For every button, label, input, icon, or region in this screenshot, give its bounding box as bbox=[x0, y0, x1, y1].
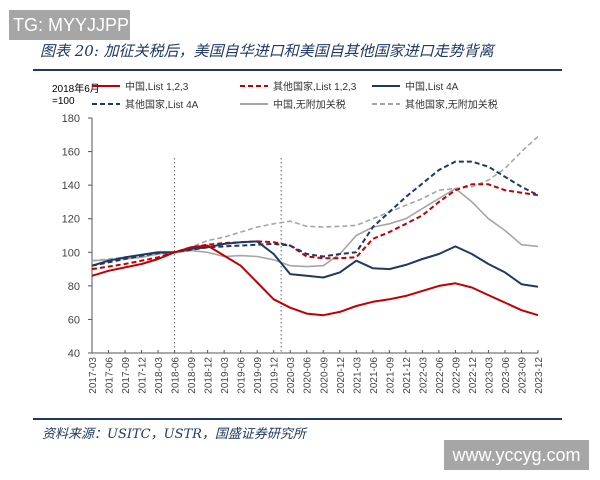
y-tick-label: 140 bbox=[62, 180, 80, 192]
x-tick-label: 2018-03 bbox=[154, 357, 165, 394]
x-tick-label: 2018-12 bbox=[204, 357, 215, 394]
source-rule bbox=[33, 418, 562, 420]
x-tick-label: 2017-06 bbox=[105, 357, 116, 394]
x-tick-label: 2019-06 bbox=[237, 357, 248, 394]
ylabel-line1: 2018年6月 bbox=[52, 82, 100, 95]
x-tick-label: 2023-09 bbox=[517, 357, 528, 394]
x-tick-label: 2020-03 bbox=[286, 357, 297, 394]
y-tick-label: 100 bbox=[62, 247, 80, 259]
legend-label-0: 中国,List 1,2,3 bbox=[125, 80, 189, 93]
x-tick-label: 2022-03 bbox=[418, 357, 429, 394]
ylabel-line2: =100 bbox=[52, 96, 75, 107]
x-tick-label: 2020-06 bbox=[303, 357, 314, 394]
legend-label-2: 中国,List 4A bbox=[405, 80, 459, 93]
x-tick-label: 2021-09 bbox=[385, 357, 396, 394]
x-tick-label: 2021-12 bbox=[402, 357, 413, 394]
source-note: 资料来源：USITC，USTR，国盛证券研究所 bbox=[42, 427, 306, 442]
x-tick-label: 2022-06 bbox=[435, 357, 446, 394]
legend-label-4: 中国,无附加关税 bbox=[273, 98, 346, 111]
watermark-top: TG: MYYJJPP bbox=[9, 10, 130, 40]
x-tick-label: 2017-09 bbox=[121, 357, 132, 394]
title-rule bbox=[33, 69, 562, 71]
x-tick-label: 2020-12 bbox=[336, 357, 347, 394]
x-tick-label: 2023-06 bbox=[501, 357, 512, 394]
chart-title: 图表 20: 加征关税后，美国自华进口和美国自其他国家进口走势背离 bbox=[40, 42, 494, 60]
series-line-3 bbox=[91, 160, 539, 267]
y-tick-label: 60 bbox=[68, 314, 80, 326]
y-tick-label: 160 bbox=[62, 147, 80, 159]
x-tick-label: 2021-06 bbox=[369, 357, 380, 394]
x-tick-label: 2017-12 bbox=[138, 357, 149, 394]
legend: 中国,List 1,2,3 其他国家,List 1,2,3 中国,List 4A 其他… bbox=[92, 80, 498, 111]
series-line-2 bbox=[91, 240, 539, 288]
x-tick-label: 2019-03 bbox=[220, 357, 231, 394]
x-tick-label: 2020-09 bbox=[319, 357, 330, 394]
x-tick-label: 2019-12 bbox=[270, 357, 281, 394]
x-tick-label: 2021-03 bbox=[352, 357, 363, 394]
x-tick-label: 2022-09 bbox=[451, 357, 462, 394]
y-tick-label: 180 bbox=[62, 113, 80, 125]
x-tick-label: 2018-09 bbox=[187, 357, 198, 394]
x-tick-label: 2019-09 bbox=[253, 357, 264, 394]
series-line-5 bbox=[91, 135, 539, 262]
y-tick-label: 80 bbox=[68, 281, 80, 293]
x-tick-label: 2018-06 bbox=[171, 357, 182, 394]
legend-label-5: 其他国家,无附加关税 bbox=[405, 98, 498, 111]
y-tick-label: 40 bbox=[68, 348, 80, 360]
x-tick-label: 2017-03 bbox=[88, 357, 99, 394]
axes: 40 60 80 100 120 140 160 180 2017-03 2017-06 2017-… bbox=[62, 113, 545, 394]
x-tick-label: 2023-12 bbox=[534, 357, 545, 394]
series-lines bbox=[91, 135, 539, 317]
x-tick-label: 2023-03 bbox=[484, 357, 495, 394]
series-line-0 bbox=[91, 244, 539, 317]
legend-label-3: 其他国家,List 4A bbox=[125, 98, 199, 111]
y-tick-label: 120 bbox=[62, 214, 80, 226]
watermark-bottom: www.yccyg.com bbox=[444, 440, 589, 470]
x-tick-label: 2022-12 bbox=[468, 357, 479, 394]
legend-label-1: 其他国家,List 1,2,3 bbox=[273, 80, 357, 93]
